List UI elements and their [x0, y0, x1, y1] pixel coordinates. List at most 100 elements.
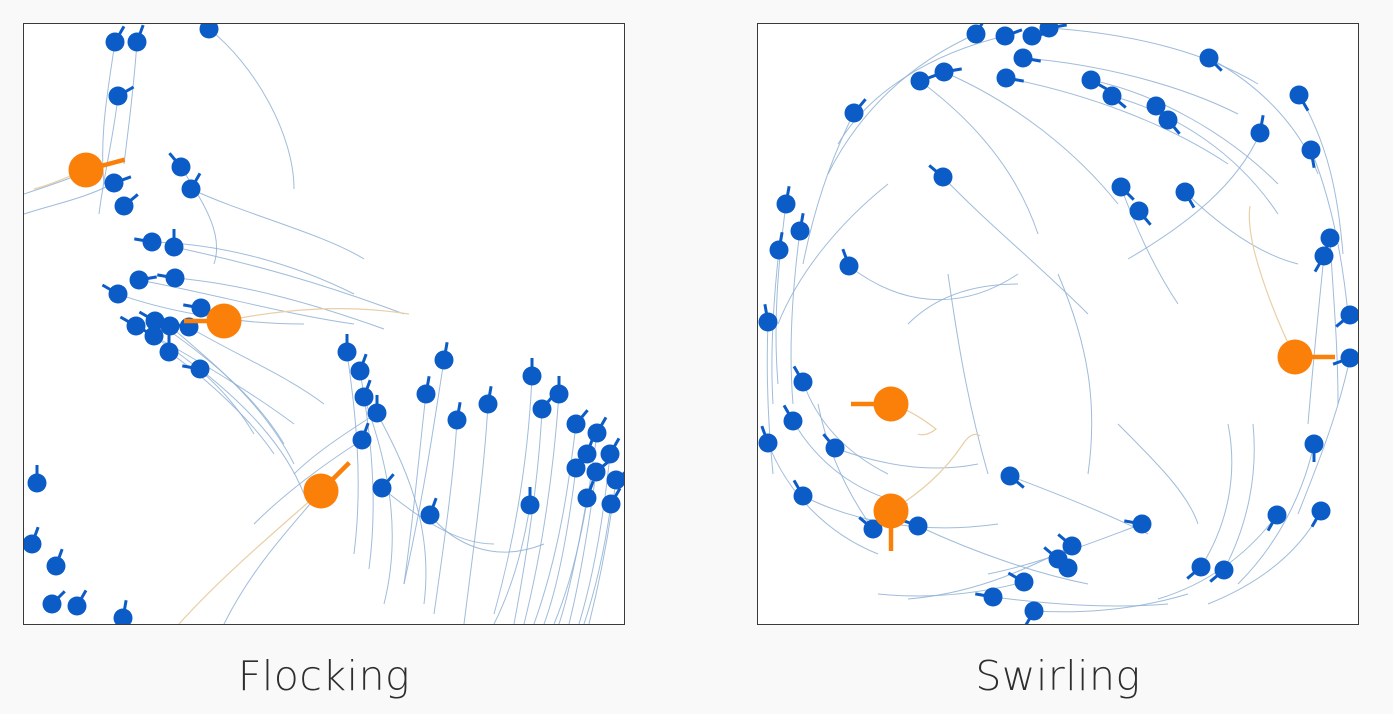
agent-trail — [433, 419, 458, 615]
agent — [577, 436, 597, 464]
agent — [910, 71, 938, 91]
agent-body — [1199, 48, 1219, 68]
agent-body — [908, 516, 928, 536]
agent-trail — [1111, 95, 1279, 215]
agent-trail — [543, 467, 577, 624]
agent-trail — [253, 439, 363, 525]
agent-body — [337, 342, 357, 362]
agent-body — [758, 312, 778, 332]
agent-body — [532, 399, 552, 419]
agent-trail — [827, 33, 977, 175]
agent-trail — [1223, 423, 1255, 571]
agent-trail — [578, 453, 611, 624]
agent — [1013, 48, 1041, 68]
agent-trail — [1090, 79, 1279, 185]
agent-body — [1022, 26, 1042, 46]
agent-trail — [188, 326, 325, 405]
agent — [844, 98, 867, 123]
agent — [24, 526, 42, 554]
agent-body — [24, 534, 42, 554]
agent — [966, 24, 986, 44]
agent-body — [587, 423, 607, 443]
predator-body — [873, 493, 909, 529]
agent-trail — [523, 393, 560, 624]
agent-trail — [174, 277, 385, 330]
predator-trail — [1248, 205, 1296, 358]
agent-body — [105, 32, 125, 52]
agent — [1335, 305, 1358, 328]
agent-body — [793, 372, 813, 392]
agent-trail — [346, 351, 359, 555]
agent — [105, 25, 126, 52]
agent-trail — [493, 504, 531, 624]
agent — [134, 232, 162, 252]
agent-body — [1304, 434, 1324, 454]
agent — [1053, 555, 1078, 578]
agent-trail — [917, 525, 1089, 585]
agent-body — [126, 316, 146, 336]
agent-body — [577, 488, 597, 508]
agent-body — [1191, 557, 1211, 577]
agent — [858, 516, 883, 539]
agent-body — [934, 62, 954, 82]
agent — [782, 404, 803, 431]
agent-body — [104, 173, 124, 193]
agent — [1199, 48, 1223, 72]
predators — [851, 339, 1335, 551]
agent — [350, 353, 370, 381]
agent-body — [577, 444, 597, 464]
agent-trail — [1207, 510, 1322, 605]
agent-body — [606, 470, 624, 490]
predator-body — [303, 473, 339, 509]
agent-body — [863, 519, 883, 539]
agent-trail — [98, 95, 119, 215]
agent-body — [996, 68, 1016, 88]
agent-body — [420, 505, 440, 525]
agent — [352, 422, 372, 450]
agent — [1102, 86, 1127, 109]
agent-trail — [1057, 273, 1093, 475]
agent — [420, 497, 440, 525]
predator-body — [206, 303, 242, 339]
agent-trail — [558, 497, 588, 624]
agent — [137, 325, 164, 346]
agents — [758, 24, 1358, 624]
predator-body — [68, 152, 104, 188]
agent-body — [1058, 558, 1078, 578]
agent — [601, 487, 622, 514]
agent-trail — [568, 471, 597, 624]
agent-body — [1267, 505, 1287, 525]
agent-body — [416, 384, 436, 404]
agent-body — [127, 32, 147, 52]
agent — [606, 470, 624, 490]
agent-trail — [123, 41, 138, 165]
agent-body — [129, 270, 149, 290]
agent-body — [793, 486, 813, 506]
predator-body — [873, 386, 909, 422]
agent-trail — [1048, 27, 1259, 85]
agent-body — [181, 179, 201, 199]
agent-trail — [208, 28, 295, 190]
agent-trail — [817, 403, 874, 530]
agent-trail — [169, 325, 295, 465]
agent — [27, 465, 47, 493]
agent — [995, 26, 1023, 46]
agent-body — [1129, 201, 1149, 221]
agent-trail — [463, 403, 489, 624]
agent-body — [1132, 514, 1152, 534]
agent-body — [783, 411, 803, 431]
agent-trail — [293, 412, 378, 475]
swirling-simulation-panel — [757, 23, 1359, 625]
agent — [181, 172, 202, 199]
agent-trail — [943, 71, 1119, 205]
agent — [1250, 115, 1270, 143]
agent — [434, 342, 454, 370]
agent-trail — [403, 359, 445, 585]
agent — [1304, 434, 1324, 462]
agent — [1289, 85, 1310, 112]
agent-trail — [1329, 237, 1339, 405]
agent — [416, 376, 436, 404]
agent-trail — [834, 447, 979, 469]
agent — [769, 232, 789, 260]
agent-body — [566, 458, 586, 478]
